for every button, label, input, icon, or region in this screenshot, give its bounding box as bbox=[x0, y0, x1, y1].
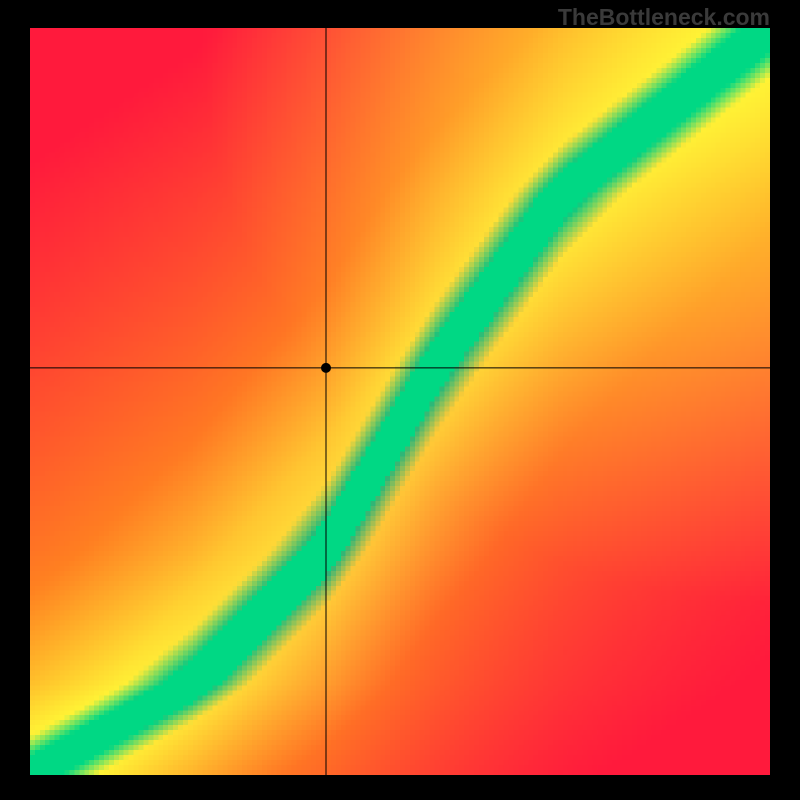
chart-container: TheBottleneck.com bbox=[0, 0, 800, 800]
watermark-text: TheBottleneck.com bbox=[558, 4, 770, 31]
bottleneck-heatmap-canvas bbox=[30, 28, 770, 775]
